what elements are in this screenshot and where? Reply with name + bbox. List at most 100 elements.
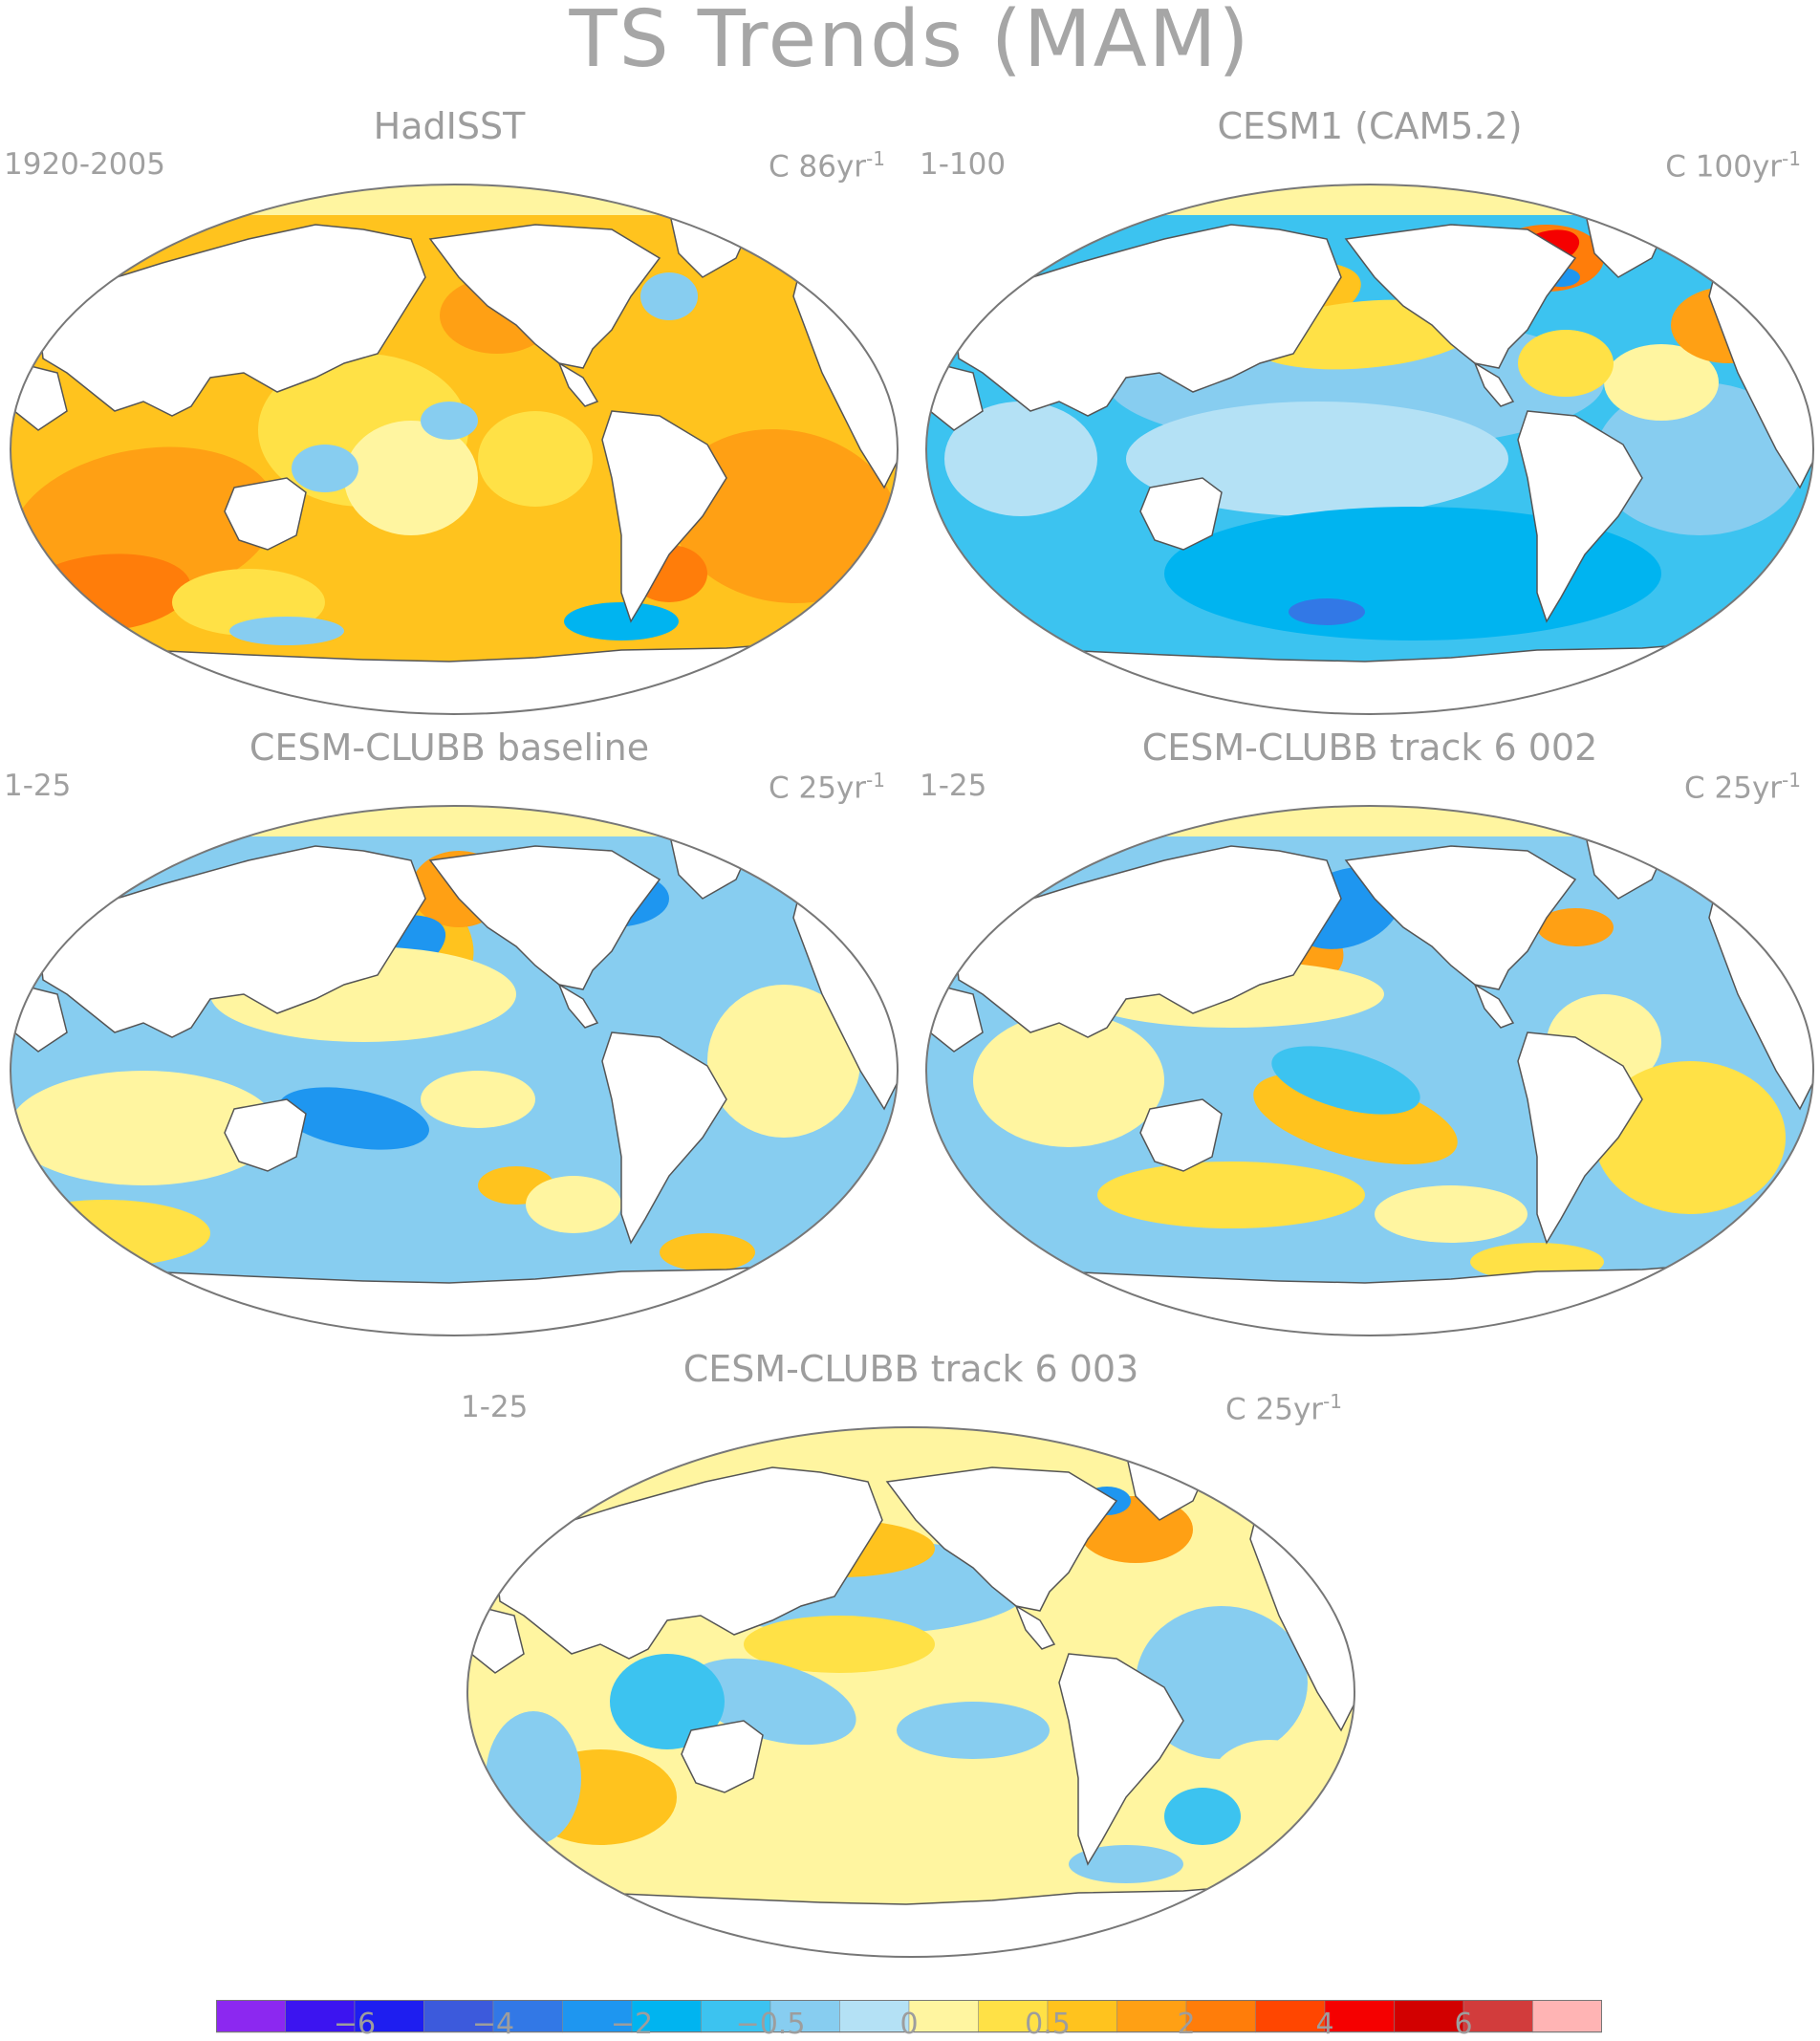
map-baseline <box>10 805 899 1336</box>
trend-anomaly <box>640 272 698 320</box>
colorbar-tick-label: 4 <box>1315 2008 1334 2041</box>
land-mass <box>1344 845 1577 990</box>
land-mass <box>1473 983 1515 1029</box>
period-label: 1-25 <box>920 769 987 803</box>
map-cesm1 <box>925 184 1814 715</box>
land-mass <box>1058 1653 1184 1866</box>
colorbar <box>216 2000 1602 2033</box>
trend-anomaly <box>1518 330 1614 397</box>
period-label: 1-25 <box>4 769 72 803</box>
panel-hadisst: HadISST 1920-2005 C 86yr-1 <box>0 105 908 717</box>
panel-track6-002: CESM-CLUBB track 6 002 1-25 C 25yr-1 <box>916 727 1820 1338</box>
panel-cesm1: CESM1 (CAM5.2) 1-100 C 100yr-1 <box>916 105 1820 717</box>
trend-anomaly <box>1271 1046 1420 1115</box>
unit-label: C 25yr-1 <box>1684 769 1801 806</box>
map-content <box>11 806 898 1335</box>
period-label: 1920-2005 <box>4 147 165 182</box>
land-mass <box>681 1720 764 1793</box>
colorbar-swatch <box>1532 2000 1602 2033</box>
colorbar-swatch <box>1185 2000 1256 2033</box>
polar-band <box>11 185 898 215</box>
colorbar-swatch <box>492 2000 563 2033</box>
map-content <box>467 1427 1354 1957</box>
colorbar-swatch <box>1255 2000 1326 2033</box>
trend-anomaly <box>11 1071 277 1185</box>
trend-anomaly <box>1604 344 1719 421</box>
trend-anomaly <box>1097 1162 1365 1228</box>
land-mass <box>601 1031 727 1245</box>
trend-anomaly <box>344 421 478 535</box>
panel-baseline: CESM-CLUBB baseline 1-25 C 25yr-1 <box>0 727 908 1338</box>
colorbar-swatch <box>1116 2000 1187 2033</box>
panel-title: CESM1 (CAM5.2) <box>1217 105 1523 147</box>
colorbar-tick-label: −6 <box>333 2008 377 2041</box>
map-frame <box>10 184 899 715</box>
panel-title: CESM-CLUBB baseline <box>249 727 650 769</box>
trend-anomaly <box>610 1654 725 1749</box>
panel-track6-003: CESM-CLUBB track 6 003 1-25 C 25yr-1 <box>457 1348 1365 1960</box>
land-mass <box>557 983 599 1029</box>
land-mass <box>1344 224 1577 369</box>
map-content <box>11 185 898 714</box>
land-mass <box>601 410 727 623</box>
unit-label: C 86yr-1 <box>769 147 885 185</box>
trend-anomaly <box>973 1013 1164 1147</box>
land-mass <box>224 477 307 551</box>
trend-anomaly <box>421 402 478 440</box>
panel-title: CESM-CLUBB track 6 003 <box>682 1348 1139 1390</box>
land-mass <box>557 361 599 407</box>
colorbar-swatch <box>1047 2000 1117 2033</box>
colorbar-swatch <box>562 2000 633 2033</box>
colorbar-tick-label: −4 <box>471 2008 515 2041</box>
trend-anomaly <box>1069 1845 1183 1883</box>
land-mass <box>1517 1031 1643 1245</box>
map-content <box>926 806 1813 1335</box>
land-mass <box>1517 410 1643 623</box>
trend-anomaly <box>1537 908 1614 946</box>
land-mass <box>494 1466 883 1660</box>
colorbar-tick-label: 2 <box>1177 2008 1196 2041</box>
trend-anomaly <box>229 617 344 645</box>
colorbar-swatch <box>978 2000 1049 2033</box>
colorbar-tick-label: −2 <box>610 2008 654 2041</box>
land-mass <box>885 1466 1118 1612</box>
trend-anomaly <box>1126 402 1508 516</box>
trend-anomaly <box>278 1087 429 1150</box>
colorbar-tick-label: −0.5 <box>735 2008 806 2041</box>
map-frame <box>925 805 1814 1336</box>
land-mass <box>37 845 426 1038</box>
trend-anomaly <box>660 1233 755 1271</box>
trend-anomaly <box>292 445 358 492</box>
map-frame <box>466 1426 1355 1958</box>
land-mass <box>428 224 661 369</box>
trend-anomaly <box>1212 1740 1327 1816</box>
trend-anomaly <box>897 1702 1050 1759</box>
land-mass <box>1473 361 1515 407</box>
unit-label: C 100yr-1 <box>1665 147 1801 185</box>
land-mass <box>953 224 1342 417</box>
trend-anomaly <box>1289 598 1365 625</box>
map-frame <box>925 184 1814 715</box>
land-mass <box>953 845 1342 1038</box>
period-label: 1-25 <box>461 1390 529 1424</box>
trend-anomaly <box>1375 1185 1528 1243</box>
map-track6-003 <box>466 1426 1355 1958</box>
trend-anomaly <box>744 1616 935 1673</box>
land-mass <box>428 845 661 990</box>
colorbar-tick-label: 0 <box>899 2008 919 2041</box>
unit-label: C 25yr-1 <box>1225 1390 1342 1427</box>
trend-anomaly <box>1164 1788 1241 1845</box>
colorbar-swatch <box>631 2000 702 2033</box>
colorbar-swatch <box>354 2000 424 2033</box>
map-content <box>926 185 1813 714</box>
trend-anomaly <box>526 1176 621 1233</box>
colorbar-swatch <box>1394 2000 1464 2033</box>
trend-anomaly <box>944 402 1097 516</box>
polar-band <box>11 806 898 836</box>
panel-title: CESM-CLUBB track 6 002 <box>1141 727 1598 769</box>
polar-band <box>926 185 1813 215</box>
land-mass <box>1014 1604 1056 1650</box>
land-mass <box>37 224 426 417</box>
land-mass <box>1139 477 1223 551</box>
land-mass <box>1139 1098 1223 1172</box>
